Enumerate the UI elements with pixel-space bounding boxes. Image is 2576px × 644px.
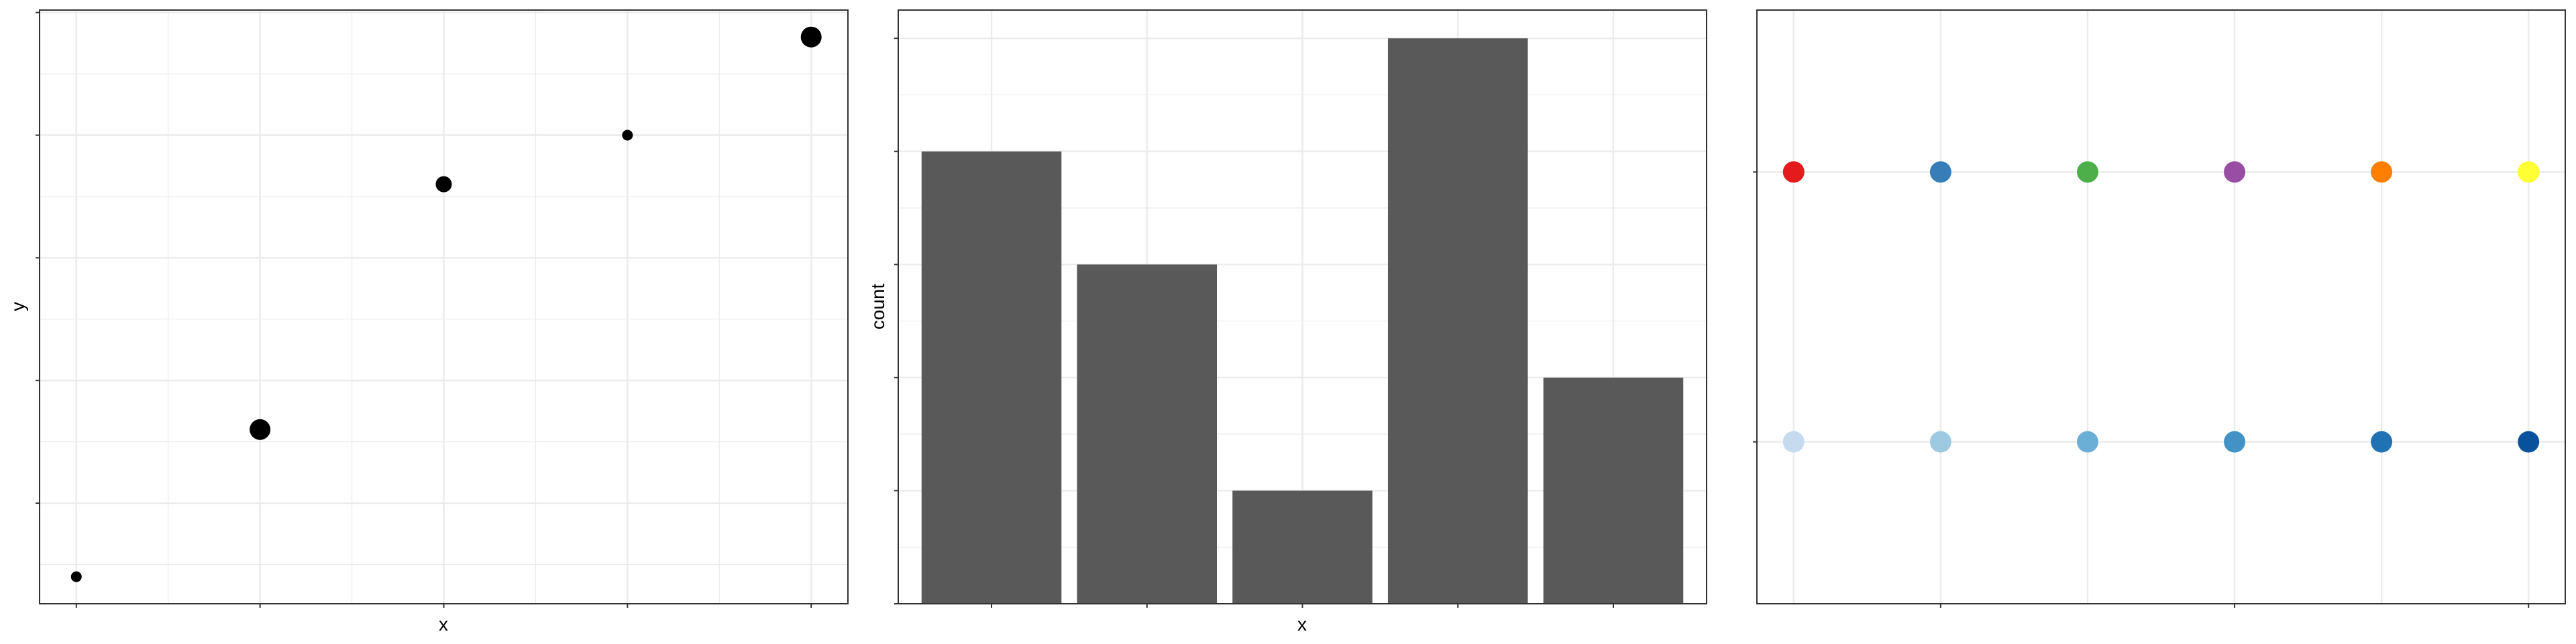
data-point (250, 419, 271, 440)
panel-border (898, 9, 1707, 604)
color-point (1929, 161, 1951, 183)
color-point (2224, 161, 2246, 183)
panel1-y-axis-title: y (7, 302, 28, 311)
bar (1543, 377, 1684, 604)
color-point (2371, 161, 2393, 183)
panel-border (1756, 9, 2566, 604)
data-point (70, 571, 82, 582)
color-point (2518, 161, 2540, 183)
panel-border (39, 9, 849, 604)
panel-background (1757, 10, 2565, 604)
color-point (2076, 431, 2098, 453)
bar (921, 151, 1062, 604)
color-point (1929, 431, 1951, 453)
color-point (2518, 431, 2540, 453)
panel-color-points (1753, 9, 2566, 608)
bar (1077, 264, 1218, 604)
color-point (1782, 431, 1805, 453)
color-point (2224, 431, 2246, 453)
color-point (1782, 161, 1805, 183)
color-point (2371, 431, 2393, 453)
data-point (800, 26, 822, 48)
bar (1232, 490, 1373, 604)
panel-scatter-sized (36, 9, 849, 608)
bar (1387, 38, 1528, 604)
panel1-x-axis-title: x (439, 614, 448, 635)
panel-bar-count (894, 9, 1707, 608)
panel2-x-axis-title: x (1297, 614, 1307, 635)
panel2-y-axis-title: count (867, 284, 888, 330)
data-point (435, 176, 452, 193)
color-point (2076, 161, 2098, 183)
data-point (622, 129, 633, 141)
